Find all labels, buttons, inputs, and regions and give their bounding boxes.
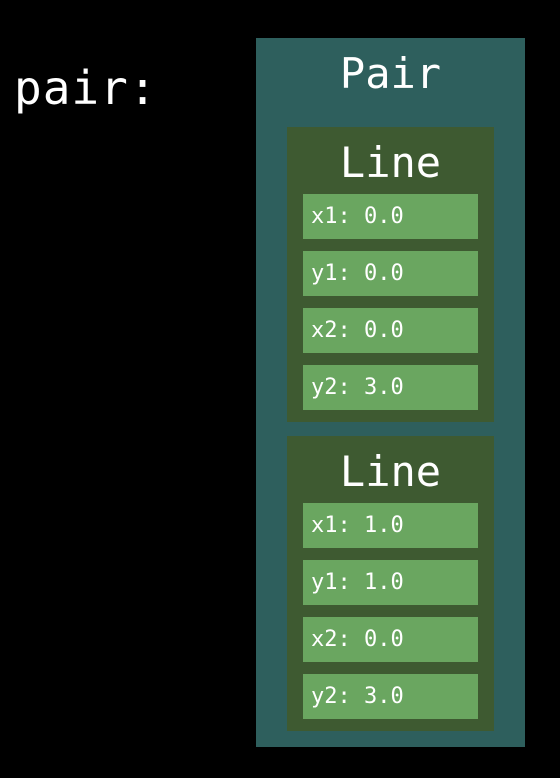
field-y1: y1: 1.0	[303, 560, 478, 605]
field-y1: y1: 0.0	[303, 251, 478, 296]
line-title: Line	[339, 447, 442, 496]
line-title: Line	[339, 138, 442, 187]
variable-label: pair:	[14, 61, 158, 115]
field-y2: y2: 3.0	[303, 365, 478, 410]
field-y2: y2: 3.0	[303, 674, 478, 719]
line-object-1: Line x1: 0.0 y1: 0.0 x2: 0.0 y2: 3.0	[287, 127, 494, 422]
field-x2: x2: 0.0	[303, 617, 478, 662]
field-x2: x2: 0.0	[303, 308, 478, 353]
field-x1: x1: 0.0	[303, 194, 478, 239]
pair-object: Pair Line x1: 0.0 y1: 0.0 x2: 0.0 y2: 3.…	[256, 38, 525, 747]
pair-title: Pair	[339, 49, 442, 98]
field-x1: x1: 1.0	[303, 503, 478, 548]
line-object-2: Line x1: 1.0 y1: 1.0 x2: 0.0 y2: 3.0	[287, 436, 494, 731]
